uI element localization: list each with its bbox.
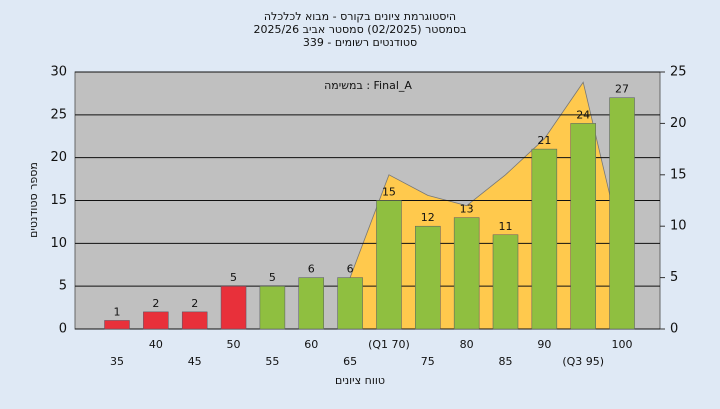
x-axis-label: טווח ציונים <box>335 374 385 387</box>
y2-tick-label: 10 <box>670 219 687 234</box>
value-label: 15 <box>382 186 396 199</box>
x-tick-label: 55 <box>265 355 279 368</box>
value-label: 2 <box>152 297 159 310</box>
x-tick-label: (Q1 70) <box>368 338 410 351</box>
bar <box>453 217 480 330</box>
bar <box>181 311 208 330</box>
y-axis-label: מספר סטודנטים <box>27 162 40 238</box>
bar <box>531 148 558 330</box>
y2-tick-label: 0 <box>670 322 678 337</box>
chart-subtitle: בסמסטר (02/2025) סמסטר אביב 2025/26 <box>253 23 466 36</box>
y2-tick-label: 20 <box>670 116 687 131</box>
y-tick-label: 20 <box>50 150 67 165</box>
chart-subtitle: סטודנטים רשומים - 339 <box>303 36 417 49</box>
bar <box>609 97 635 330</box>
y2-tick-label: 25 <box>670 65 687 80</box>
bar <box>492 234 519 330</box>
x-tick-label: 90 <box>537 338 551 351</box>
bar <box>415 225 441 330</box>
value-label: 13 <box>460 203 474 216</box>
value-label: 24 <box>576 108 590 121</box>
x-tick-label: 60 <box>304 338 318 351</box>
bar <box>298 277 324 330</box>
bar <box>104 320 130 330</box>
x-tick-label: 50 <box>227 338 241 351</box>
x-tick-label: (Q3 95) <box>562 355 604 368</box>
bar <box>143 311 169 330</box>
value-label: 6 <box>308 263 315 276</box>
x-tick-label: 35 <box>110 355 124 368</box>
bar <box>337 277 363 330</box>
y2-tick-label: 5 <box>670 270 678 285</box>
y-tick-label: 10 <box>50 236 67 251</box>
annotation: במשימה : Final_A <box>324 79 412 92</box>
y-tick-label: 0 <box>59 322 67 337</box>
y-tick-label: 30 <box>50 65 67 80</box>
value-label: 12 <box>421 211 435 224</box>
chart-title: היסטוגרמת ציונים בקורס - מבוא לכלכלה <box>264 10 456 23</box>
value-label: 21 <box>537 134 551 147</box>
value-label: 1 <box>114 305 121 318</box>
value-label: 6 <box>347 263 354 276</box>
bar <box>259 285 286 330</box>
x-tick-label: 100 <box>612 338 633 351</box>
x-tick-label: 80 <box>460 338 474 351</box>
bar <box>570 123 596 330</box>
value-label: 2 <box>191 297 198 310</box>
value-label: 5 <box>230 271 237 284</box>
value-label: 27 <box>615 83 629 96</box>
x-tick-label: 75 <box>421 355 435 368</box>
x-tick-label: 45 <box>188 355 202 368</box>
y-tick-label: 25 <box>50 107 67 122</box>
bar <box>220 285 247 330</box>
y-tick-label: 15 <box>50 193 67 208</box>
y2-tick-label: 15 <box>670 167 687 182</box>
x-tick-label: 40 <box>149 338 163 351</box>
value-label: 11 <box>499 220 513 233</box>
y-tick-label: 5 <box>59 279 67 294</box>
x-tick-label: 65 <box>343 355 357 368</box>
value-label: 5 <box>269 271 276 284</box>
x-tick-label: 85 <box>499 355 513 368</box>
bar <box>376 200 402 330</box>
